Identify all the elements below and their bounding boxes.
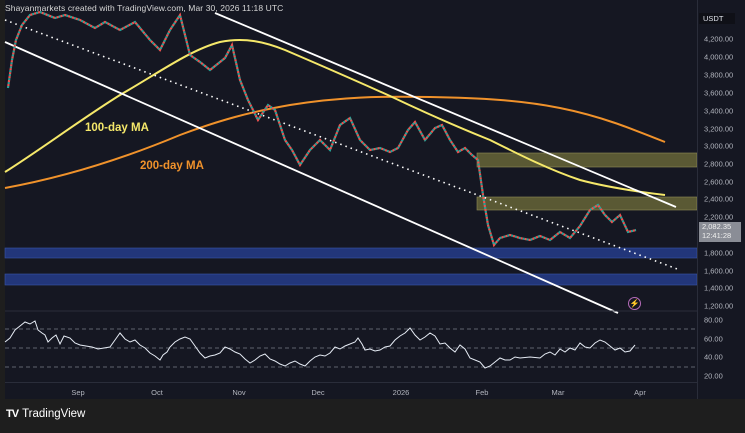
footer bbox=[0, 399, 745, 433]
current-price-value: 2,082.35 bbox=[702, 222, 732, 231]
price-axis-label: 3,800.00 bbox=[704, 70, 734, 80]
price-axis-label: 2,200.00 bbox=[704, 212, 734, 222]
tradingview-logo[interactable]: TV TradingView bbox=[6, 408, 85, 420]
rsi-axis-label: 60.00 bbox=[704, 334, 723, 344]
time-axis-label: Mar bbox=[551, 388, 565, 397]
price-axis-label: 2,600.00 bbox=[704, 177, 734, 187]
candle-countdown: 12:41:28 bbox=[702, 230, 732, 240]
rsi-axis-label: 80.00 bbox=[704, 315, 723, 325]
time-axis-label: Nov bbox=[232, 388, 246, 397]
demand-zone-lower bbox=[4, 273, 698, 286]
price-axis-label: 1,400.00 bbox=[704, 283, 734, 293]
price-axis-label: 2,800.00 bbox=[704, 159, 734, 169]
channel-upper-line bbox=[214, 12, 677, 208]
price-axis-label: 3,000.00 bbox=[704, 141, 734, 151]
time-axis-label: Oct bbox=[151, 388, 163, 397]
tradingview-logo-icon: TV bbox=[6, 408, 19, 420]
rsi-axis-label: 40.00 bbox=[704, 352, 723, 362]
rsi-axis-label: 20.00 bbox=[704, 371, 723, 381]
price-axis-label: 1,600.00 bbox=[704, 266, 734, 276]
price-axis-label: 1,800.00 bbox=[704, 248, 734, 258]
price-axis[interactable] bbox=[697, 0, 745, 399]
ma100-line bbox=[4, 39, 666, 196]
ma200-line bbox=[4, 95, 666, 189]
demand-zone-upper bbox=[4, 247, 698, 259]
price-axis-label: 1,200.00 bbox=[704, 301, 734, 311]
price-axis-label: 4,200.00 bbox=[704, 34, 734, 44]
price-axis-label: 3,200.00 bbox=[704, 124, 734, 134]
ma100-label: 100-day MA bbox=[85, 122, 149, 134]
time-axis-label: Sep bbox=[71, 388, 85, 397]
ma200-label: 200-day MA bbox=[140, 160, 204, 172]
time-axis-label: Feb bbox=[475, 388, 489, 397]
rsi-line[interactable] bbox=[4, 320, 636, 369]
supply-zone-upper bbox=[476, 152, 698, 168]
current-price-tag: 2,082.35 12:41:28 bbox=[699, 222, 741, 242]
price-axis-label: 3,400.00 bbox=[704, 106, 734, 116]
candles bbox=[6, 10, 637, 248]
price-chart-canvas[interactable] bbox=[0, 0, 745, 399]
time-axis[interactable] bbox=[5, 382, 697, 400]
time-axis-label: 2026 bbox=[392, 388, 410, 397]
channel-lower-line bbox=[4, 41, 619, 314]
price-axis-label: 2,400.00 bbox=[704, 194, 734, 204]
price-axis-label: 3,600.00 bbox=[704, 88, 734, 98]
time-axis-label: Apr bbox=[634, 388, 646, 397]
tradingview-brand-text: TradingView bbox=[22, 408, 86, 420]
channel-mid-line bbox=[4, 19, 681, 271]
price-axis-label: 4,000.00 bbox=[704, 52, 734, 62]
attribution-text: Shayanmarkets created with TradingView.c… bbox=[5, 3, 284, 13]
currency-label[interactable]: USDT bbox=[699, 13, 735, 24]
lightning-event-icon[interactable]: ⚡ bbox=[628, 297, 641, 310]
time-axis-label: Dec bbox=[311, 388, 325, 397]
supply-zone-lower bbox=[476, 196, 698, 211]
